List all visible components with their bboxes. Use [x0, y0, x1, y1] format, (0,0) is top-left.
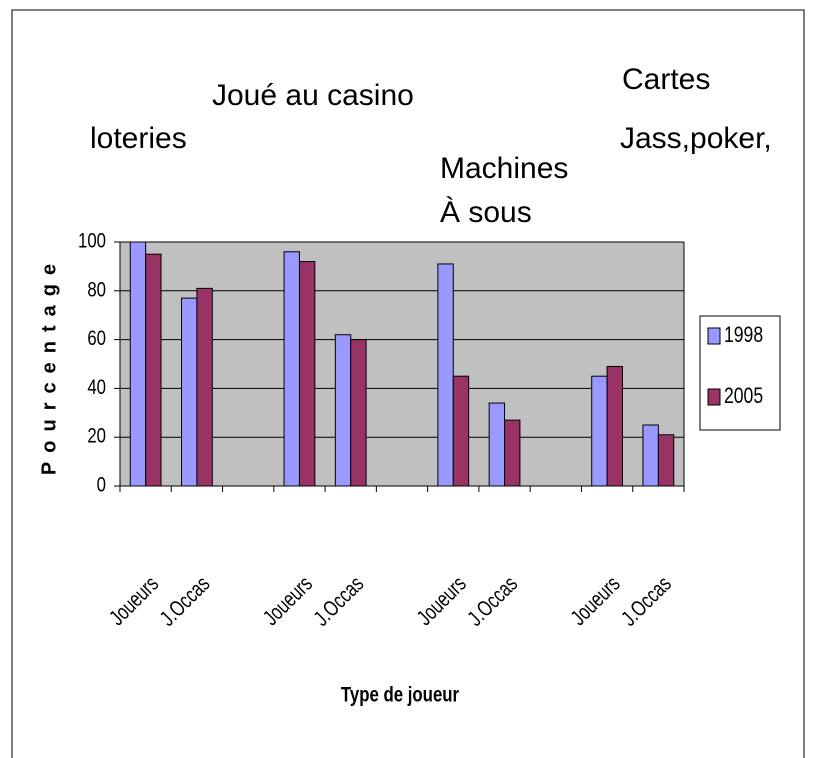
bar [488, 402, 506, 487]
y-tick-label: 60 [87, 327, 106, 350]
bar [350, 339, 367, 487]
y-tick-label: 80 [87, 279, 106, 302]
bar [657, 434, 675, 487]
annotation: Joué au casino [212, 79, 414, 112]
y-axis-label: Pourcentage [38, 255, 60, 475]
legend-swatch [707, 327, 721, 345]
bar [452, 375, 470, 487]
bar [129, 241, 147, 487]
bar [591, 375, 608, 487]
bar [145, 253, 162, 487]
legend-label: 2005 [724, 384, 763, 408]
y-tick-label: 100 [78, 230, 106, 253]
legend-label: 1998 [724, 323, 763, 347]
bar [642, 424, 659, 487]
annotation: Cartes [622, 63, 710, 96]
bar [437, 263, 454, 487]
bar [298, 261, 316, 487]
bar [283, 251, 300, 487]
plot-area [120, 242, 684, 486]
legend [699, 315, 781, 431]
annotation: À sous [440, 196, 532, 229]
bar [504, 419, 521, 487]
x-axis-label: Type de joueur [341, 684, 460, 707]
bar [181, 297, 198, 487]
bar [196, 287, 213, 487]
y-tick-label: 20 [87, 425, 106, 448]
y-tick-label: 40 [87, 376, 106, 399]
bar [334, 334, 352, 487]
annotation: Machines [440, 152, 568, 185]
legend-swatch [707, 388, 721, 406]
bar [606, 365, 623, 487]
y-tick-label: 0 [97, 474, 106, 497]
annotation: Jass,poker, [620, 122, 772, 155]
annotation: loteries [90, 122, 187, 155]
